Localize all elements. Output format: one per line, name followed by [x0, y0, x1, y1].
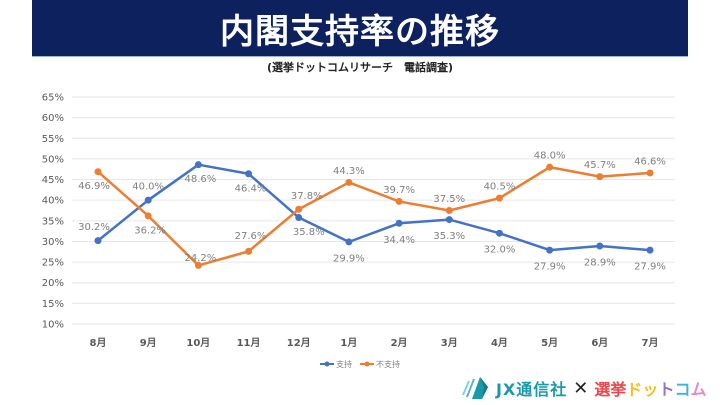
data-label: 27.6% — [235, 231, 267, 242]
data-point — [345, 238, 353, 246]
legend-label: 支持 — [336, 359, 352, 369]
legend-marker — [324, 361, 330, 367]
data-label: 48.0% — [534, 151, 566, 162]
y-tick-label: 55% — [42, 134, 64, 145]
x-tick-label: 9月 — [140, 337, 157, 349]
page-title: 内閣支持率の推移 — [220, 11, 500, 52]
data-point — [94, 237, 102, 245]
series-line-support — [97, 163, 651, 252]
jx-logo-icon — [462, 377, 488, 399]
x-tick-label: 6月 — [591, 337, 608, 349]
x-tick-label: 11月 — [237, 337, 261, 349]
data-label: 30.2% — [78, 222, 110, 233]
data-point — [495, 194, 503, 202]
data-label: 45.7% — [584, 160, 616, 171]
y-tick-label: 25% — [42, 258, 64, 269]
data-point — [546, 163, 554, 171]
series-line-nonsupport — [97, 165, 651, 267]
y-tick-label: 65% — [42, 93, 64, 104]
x-axis-ticks: 8月 9月 10月 11月 12月 1月 2月 3月 4月 5月 6月 7月 — [90, 337, 659, 349]
data-point — [445, 207, 453, 214]
cross-icon: ✕ — [573, 377, 589, 399]
data-point — [345, 178, 353, 186]
y-tick-label: 60% — [42, 113, 64, 124]
data-labels: 30.2% 40.0% 48.6% 46.4% 35.8% 29.9% 34.4% 35.3%… — [78, 151, 666, 273]
data-point — [596, 242, 604, 250]
data-point — [94, 168, 102, 176]
x-tick-label: 2月 — [391, 337, 408, 349]
data-label: 27.9% — [534, 262, 566, 273]
data-label: 35.8% — [293, 227, 325, 238]
data-point — [646, 169, 654, 177]
data-label: 46.9% — [78, 181, 110, 192]
series-lines — [94, 161, 654, 269]
data-label: 37.5% — [433, 194, 465, 205]
data-point — [194, 161, 202, 169]
y-tick-label: 40% — [42, 196, 64, 207]
data-label: 46.4% — [235, 183, 267, 194]
data-label: 39.7% — [383, 185, 415, 196]
data-label: 37.8% — [291, 191, 323, 202]
data-label: 44.3% — [333, 166, 365, 177]
data-label: 40.0% — [132, 182, 164, 193]
senkyo-logo-char: コ — [674, 380, 691, 399]
x-tick-label: 10月 — [186, 337, 210, 349]
jx-logo-text: JX通信社 — [496, 380, 568, 399]
data-point — [245, 170, 253, 178]
data-point — [495, 229, 503, 237]
data-label: 40.5% — [484, 182, 516, 193]
data-label: 34.4% — [383, 235, 415, 246]
x-tick-label: 12月 — [287, 337, 311, 349]
data-point — [245, 247, 253, 255]
footer-logo: JX通信社 ✕ 選挙ドットコム — [460, 374, 706, 402]
y-tick-label: 10% — [42, 320, 64, 331]
y-tick-label: 20% — [42, 278, 64, 289]
data-point — [646, 246, 654, 254]
data-label: 29.9% — [333, 253, 365, 264]
data-label: 46.6% — [634, 156, 666, 167]
data-point — [596, 173, 604, 181]
data-label: 27.9% — [634, 262, 666, 273]
title-banner: 内閣支持率の推移 — [32, 0, 688, 57]
data-label: 35.3% — [433, 231, 465, 242]
y-tick-label: 30% — [42, 237, 64, 248]
y-tick-label: 15% — [42, 299, 64, 310]
x-tick-label: 5月 — [541, 337, 558, 349]
gridlines — [72, 96, 675, 325]
x-tick-label: 3月 — [441, 337, 458, 349]
legend: 支持 不支持 — [320, 359, 400, 369]
data-label: 48.6% — [184, 174, 216, 185]
legend-label: 不支持 — [376, 359, 400, 369]
data-point — [295, 214, 303, 222]
data-point — [395, 219, 403, 227]
x-tick-label: 8月 — [90, 337, 107, 349]
legend-marker — [364, 361, 370, 367]
x-tick-label: 1月 — [340, 337, 357, 349]
data-label: 24.2% — [184, 253, 216, 264]
data-label: 28.9% — [584, 257, 616, 268]
y-axis-ticks: 10% 15% 20% 25% 30% 35% 40% 45% 50% 55% 60% 65% — [42, 93, 64, 331]
y-tick-label: 35% — [42, 216, 64, 227]
data-label: 32.0% — [484, 245, 516, 256]
x-tick-label: 7月 — [642, 337, 659, 349]
data-point — [144, 212, 152, 220]
y-tick-label: 50% — [42, 154, 64, 165]
senkyo-logo-text: 選挙ドットコム — [594, 376, 706, 400]
data-point — [295, 205, 303, 213]
senkyo-logo-char: 選挙 — [594, 380, 627, 399]
data-point — [445, 216, 453, 224]
data-point — [395, 197, 403, 205]
data-point — [194, 261, 202, 269]
senkyo-logo-char: ム — [690, 380, 707, 399]
chart-subtitle: (選挙ドットコムリサーチ 電話調査) — [266, 61, 454, 74]
senkyo-logo-char: ト — [658, 380, 675, 399]
y-tick-label: 45% — [42, 175, 64, 186]
data-point — [144, 196, 152, 204]
x-tick-label: 4月 — [491, 337, 508, 349]
data-point — [546, 246, 554, 254]
senkyo-logo-char: ッ — [642, 380, 659, 399]
senkyo-logo-char: ド — [626, 380, 643, 399]
data-label: 36.2% — [134, 225, 166, 236]
